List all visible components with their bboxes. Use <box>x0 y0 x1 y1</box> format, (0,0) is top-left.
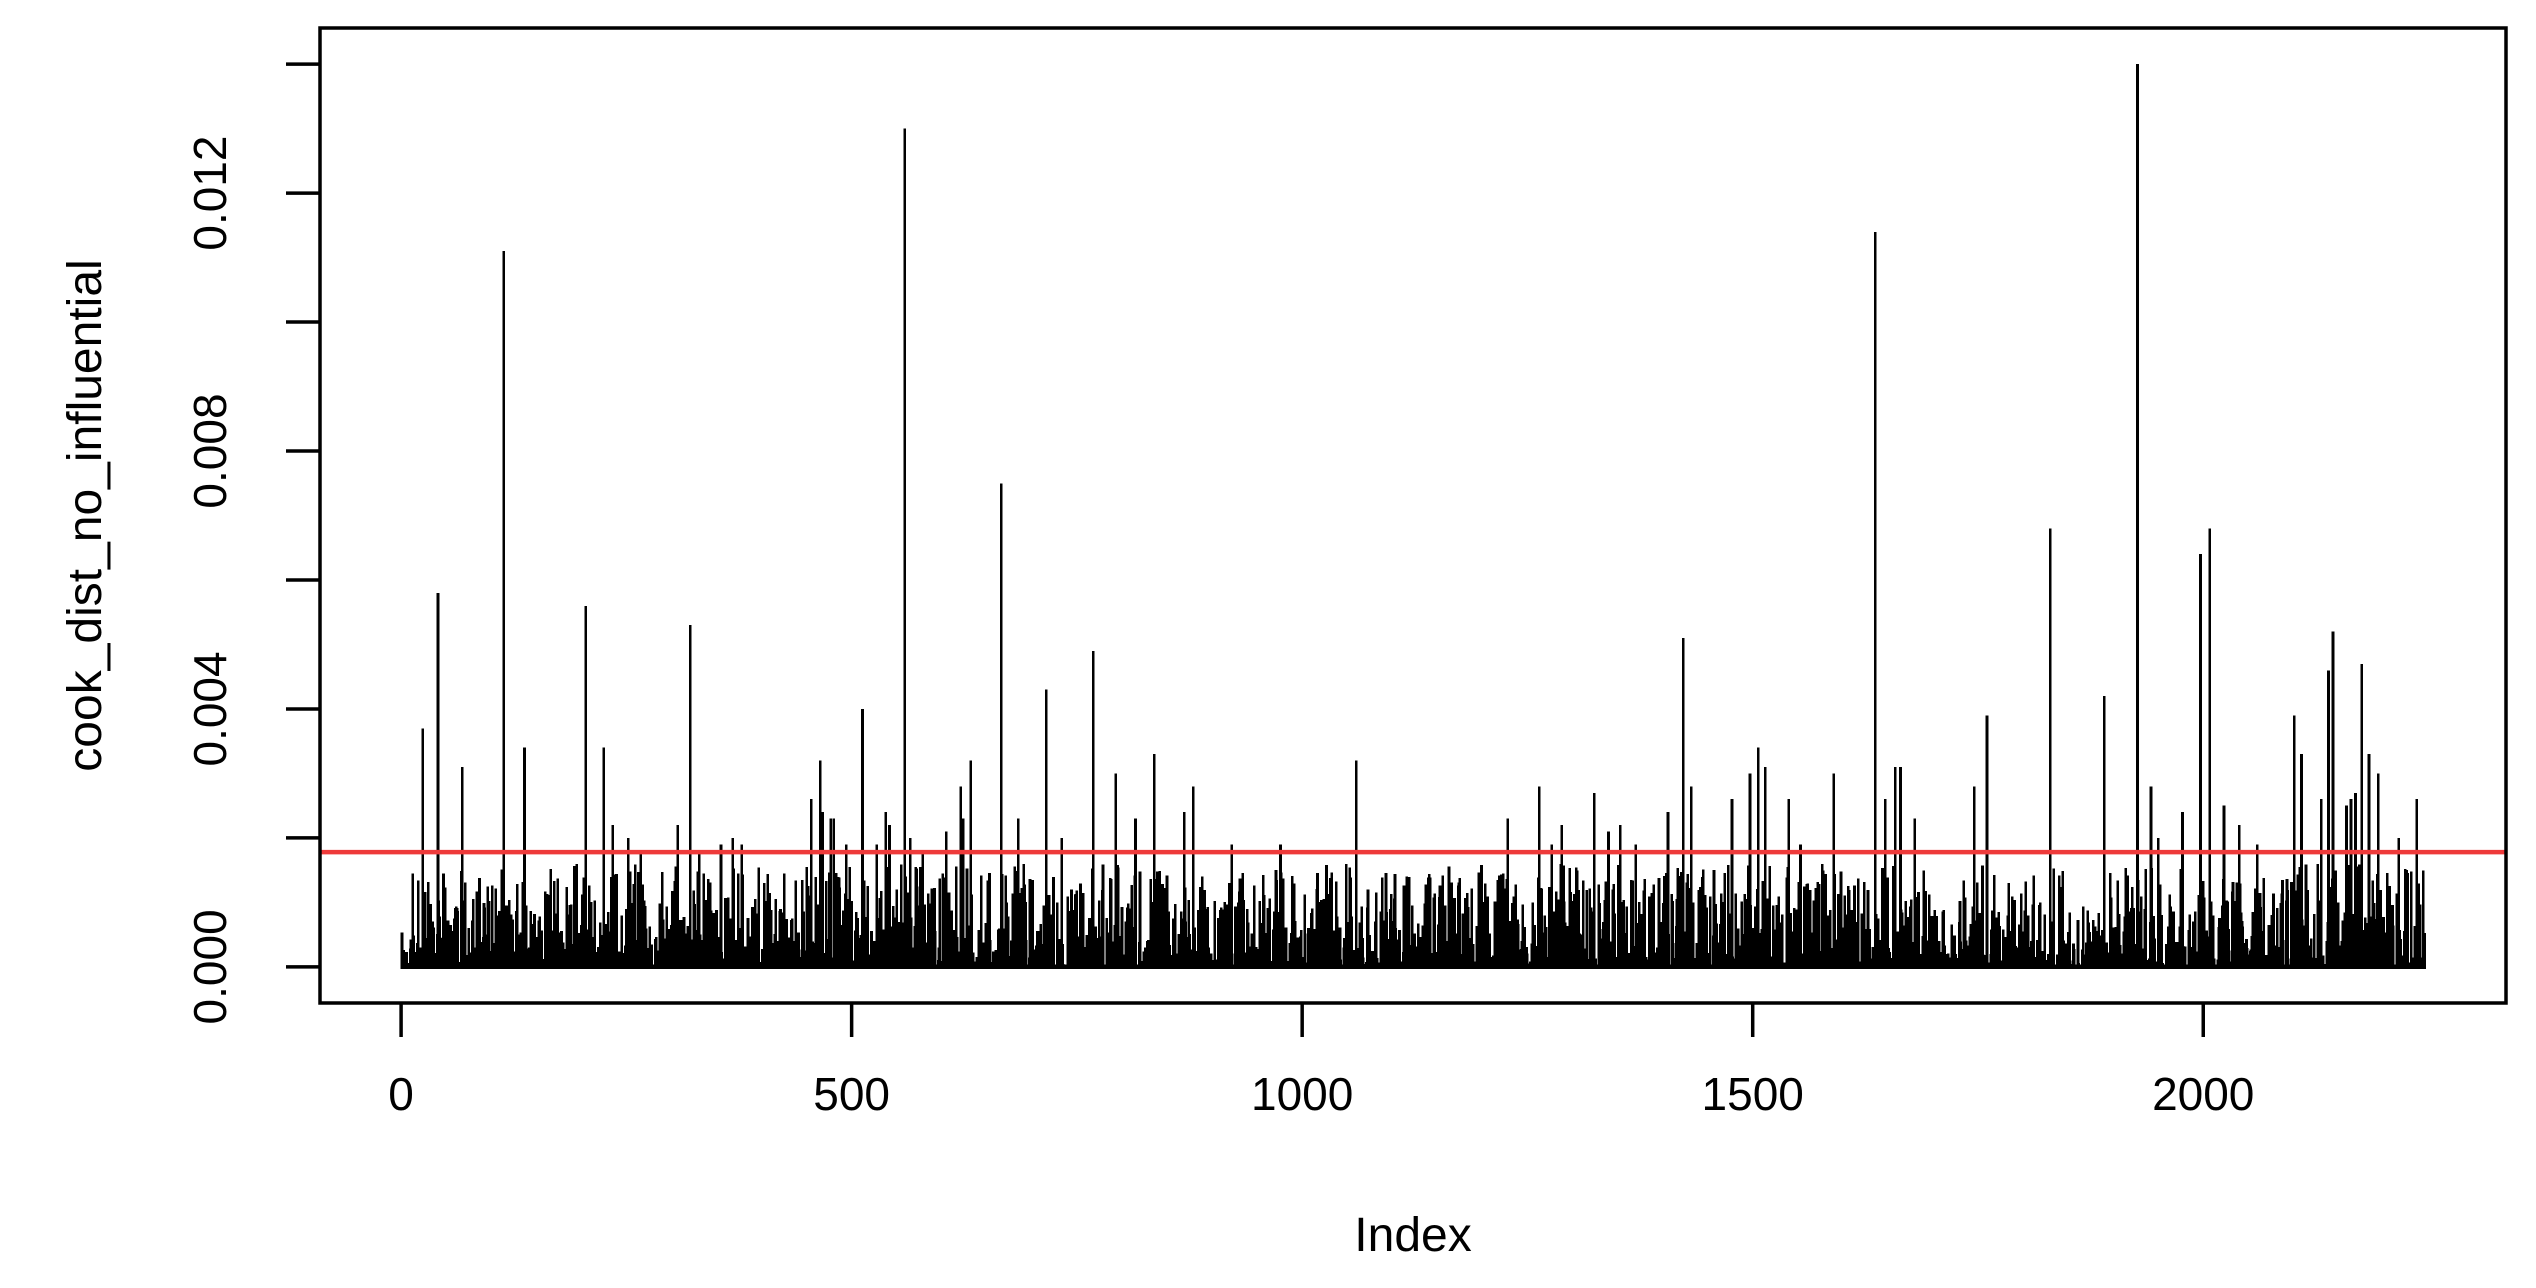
x-axis-title: Index <box>1354 1209 1471 1262</box>
x-tick-label: 500 <box>813 1068 890 1120</box>
y-tick-label: 0.008 <box>184 393 236 508</box>
x-tick-label: 2000 <box>2152 1068 2254 1120</box>
cook-distance-bars <box>400 64 2427 969</box>
y-tick-label: 0.012 <box>184 136 236 251</box>
x-tick-label: 1000 <box>1251 1068 1353 1120</box>
x-tick-label: 1500 <box>1702 1068 1804 1120</box>
y-tick-label: 0.000 <box>184 909 236 1024</box>
plot-frame <box>318 26 2508 1005</box>
y-axis-title: cook_dist_no_influential <box>59 259 112 771</box>
x-tick-label: 0 <box>388 1068 414 1120</box>
y-axis: 0.000 0.004 0.008 0.012 <box>184 62 320 1024</box>
y-tick-label: 0.004 <box>184 651 236 766</box>
x-axis: 0 500 1000 1500 2000 <box>388 1003 2254 1120</box>
